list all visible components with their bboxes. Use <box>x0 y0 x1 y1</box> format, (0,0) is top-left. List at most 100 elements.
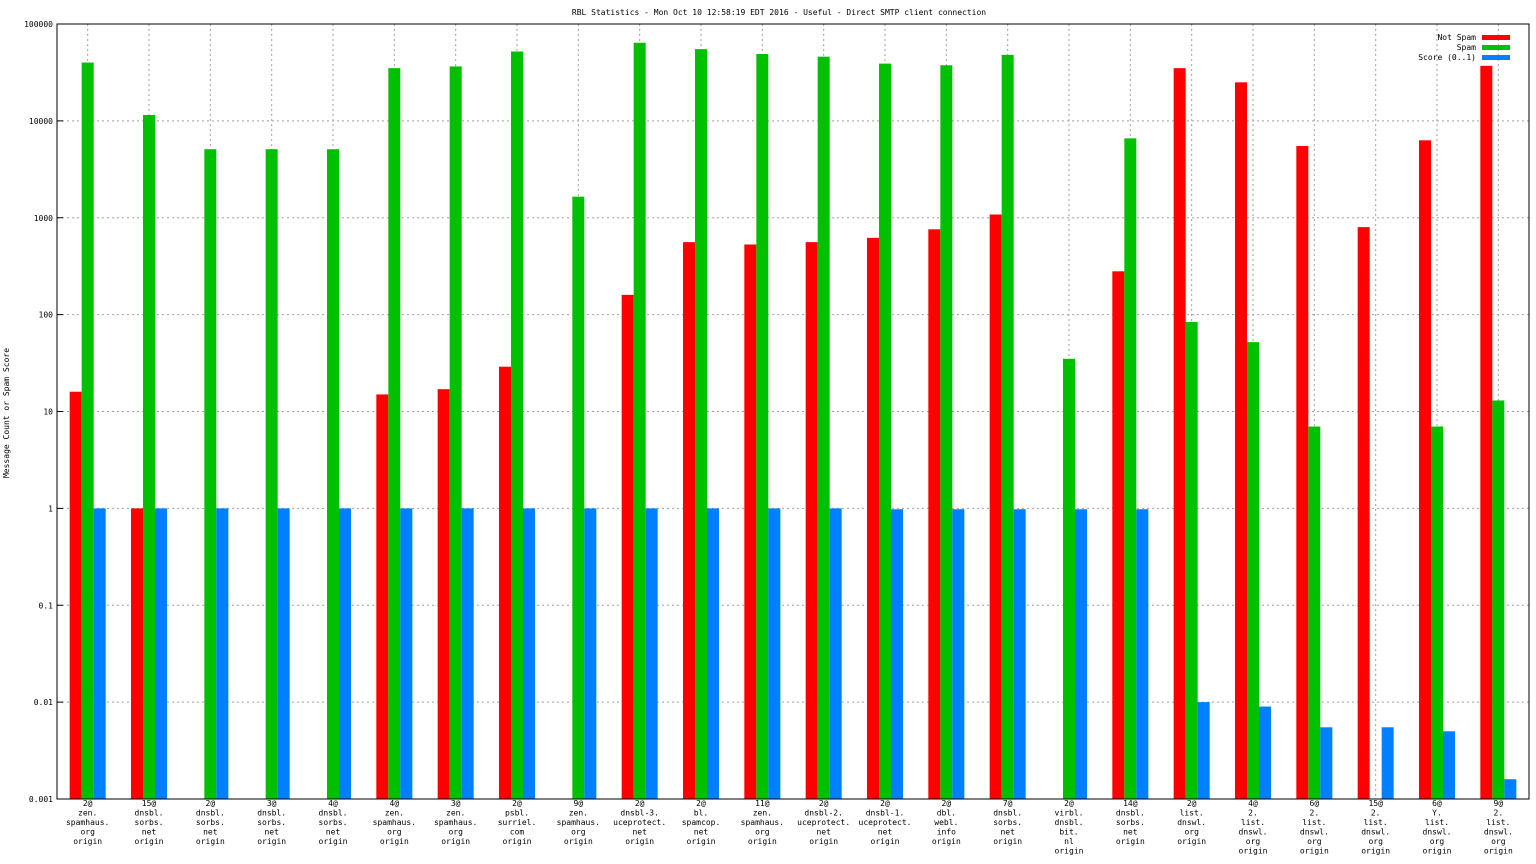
bar-score-0-1 <box>829 508 842 799</box>
x-tick-label: 2@ dbl. webl. info origin <box>932 799 961 846</box>
bar-not-spam <box>69 391 82 799</box>
bar-score-0-1 <box>1504 779 1517 799</box>
bar-not-spam <box>928 229 941 799</box>
bar-not-spam <box>1296 146 1309 800</box>
y-tick-label: 100000 <box>24 20 53 29</box>
x-tick-label: 3@ dnsbl. sorbs. net origin <box>257 799 286 846</box>
x-tick-label: 4@ zen. spamhaus. org origin <box>373 799 416 846</box>
legend-label: Spam <box>1457 43 1476 52</box>
legend-swatch <box>1482 35 1510 40</box>
bar-score-0-1 <box>707 508 719 799</box>
legend-swatch <box>1482 45 1510 50</box>
bar-score-0-1 <box>1320 727 1333 799</box>
x-tick-label: 9@ zen. spamhaus. org origin <box>557 799 600 846</box>
bar-score-0-1 <box>523 508 535 799</box>
bar-spam <box>633 42 646 800</box>
bar-spam <box>879 63 891 800</box>
bar-not-spam <box>1480 65 1493 800</box>
bar-spam <box>756 54 769 799</box>
bar-score-0-1 <box>768 508 781 799</box>
bar-spam <box>81 62 94 800</box>
bar-not-spam <box>437 389 450 799</box>
bar-spam <box>1247 342 1259 799</box>
bar-not-spam <box>744 244 757 800</box>
bar-score-0-1 <box>891 509 903 799</box>
bar-spam <box>572 196 585 799</box>
bar-not-spam <box>805 242 818 799</box>
x-tick-label: 6@ Y. list. dnswl. org origin <box>1423 799 1452 856</box>
bar-score-0-1 <box>1013 509 1026 799</box>
legend-label: Score (0..1) <box>1418 53 1476 62</box>
tick-labels: 0.001 0.01 0.1 1 10 100 1000 10000 100000 2@ zen. s… <box>24 20 1513 856</box>
bar-not-spam <box>131 508 143 799</box>
bar-spam <box>1308 426 1321 799</box>
x-tick-label: 4@ 2. list. dnswl. org origin <box>1239 799 1268 856</box>
bar-spam <box>1431 426 1443 799</box>
bar-spam <box>940 65 953 799</box>
y-tick-label: 100 <box>39 311 54 320</box>
bar-score-0-1 <box>461 508 474 799</box>
bar-not-spam <box>621 294 634 799</box>
y-tick-label: 1000 <box>34 214 53 223</box>
bars <box>69 42 1517 800</box>
chart-title: RBL Statistics - Mon Oct 10 12:58:19 EDT… <box>572 8 986 17</box>
bar-score-0-1 <box>1259 706 1271 799</box>
bar-not-spam <box>1173 68 1186 800</box>
x-tick-label: 4@ dnsbl. sorbs. net origin <box>319 799 348 846</box>
bar-score-0-1 <box>584 508 597 799</box>
x-tick-label: 2@ bl. spamcop. net origin <box>682 799 721 846</box>
bar-score-0-1 <box>216 508 229 799</box>
bar-spam <box>327 149 339 800</box>
x-tick-label: 7@ dnsbl. sorbs. net origin <box>993 799 1022 846</box>
x-tick-label: 15@ 2. list. dnswl. org origin <box>1361 799 1390 856</box>
bar-spam <box>143 114 155 800</box>
x-tick-label: 2@ zen. spamhaus. org origin <box>66 799 109 846</box>
x-tick-label: 2@ list. dnswl. org origin <box>1177 799 1206 846</box>
bar-spam <box>1185 321 1198 799</box>
bar-not-spam <box>1235 82 1247 799</box>
axes <box>56 23 1530 800</box>
x-tick-label: 2@ dnsbl-2. uceprotect. net origin <box>797 799 850 846</box>
y-axis-label: Message Count or Spam Score <box>2 348 11 478</box>
bar-not-spam <box>376 394 389 799</box>
x-tick-label: 2@ dnsbl-1. uceprotect. net origin <box>859 799 912 846</box>
bar-score-0-1 <box>277 508 290 799</box>
legend-label: Not Spam <box>1437 33 1476 42</box>
bar-spam <box>817 56 830 799</box>
x-tick-label: 14@ dnsbl. sorbs. net origin <box>1116 799 1145 846</box>
bar-score-0-1 <box>1197 702 1210 799</box>
bar-not-spam <box>1112 271 1125 799</box>
y-tick-label: 10000 <box>29 117 53 126</box>
bar-spam <box>265 149 278 800</box>
bar-spam <box>449 66 462 799</box>
bar-not-spam <box>1419 140 1431 799</box>
bar-score-0-1 <box>1443 731 1455 799</box>
x-tick-label: 9@ 2. list. dnswl. org origin <box>1484 799 1513 856</box>
x-tick-label: 2@ psbl. surriel. com origin <box>498 799 537 846</box>
bar-spam <box>388 68 401 800</box>
legend-swatch <box>1482 55 1510 60</box>
bar-score-0-1 <box>155 508 167 799</box>
bar-not-spam <box>989 214 1002 799</box>
bar-score-0-1 <box>645 508 658 799</box>
bar-score-0-1 <box>339 508 351 799</box>
y-tick-label: 10 <box>43 408 53 417</box>
bar-score-0-1 <box>1381 727 1394 799</box>
x-tick-label: 3@ zen. spamhaus. org origin <box>434 799 477 846</box>
y-tick-label: 0.1 <box>39 601 54 610</box>
bar-spam <box>511 51 523 799</box>
bar-score-0-1 <box>1075 509 1087 799</box>
y-tick-label: 0.001 <box>29 795 53 804</box>
bar-not-spam <box>683 242 695 799</box>
x-tick-label: 11@ zen. spamhaus. org origin <box>741 799 784 846</box>
bar-score-0-1 <box>1136 509 1149 799</box>
bar-spam <box>1063 358 1075 799</box>
bar-score-0-1 <box>400 508 413 799</box>
bar-spam <box>1124 138 1137 799</box>
plot-frame <box>56 23 1530 800</box>
x-tick-label: 6@ 2. list. dnswl. org origin <box>1300 799 1329 856</box>
bar-not-spam <box>867 237 879 799</box>
x-tick-label: 2@ dnsbl-3. uceprotect. net origin <box>613 799 666 846</box>
